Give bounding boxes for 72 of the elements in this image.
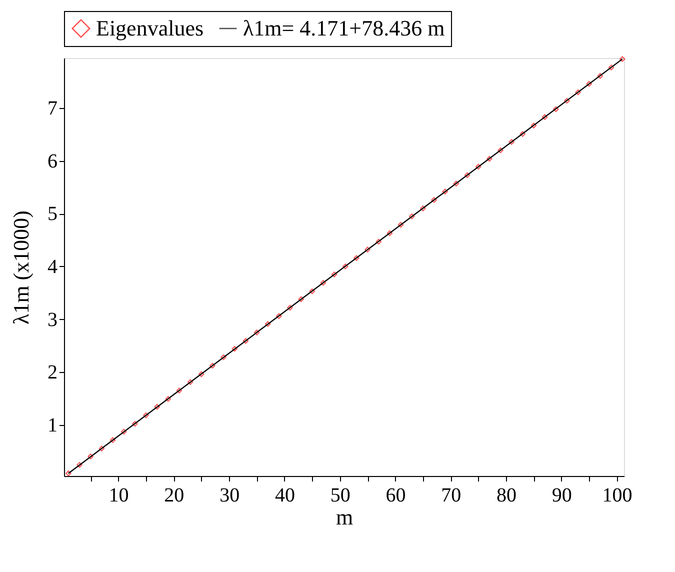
y-tick-label: 4 <box>48 256 58 278</box>
point <box>331 272 338 278</box>
x-tick-label: 100 <box>602 484 632 506</box>
point <box>176 388 182 394</box>
point <box>464 172 470 178</box>
x-axis-title: m <box>336 504 354 530</box>
y-axis-title: λ1m (x1000) <box>8 210 34 324</box>
point <box>210 362 216 369</box>
point <box>120 428 127 435</box>
point <box>409 213 415 220</box>
point <box>486 156 492 162</box>
y-tick-label: 5 <box>48 203 58 226</box>
point <box>88 454 94 460</box>
point <box>276 313 282 319</box>
point <box>498 148 504 154</box>
point <box>586 81 592 87</box>
point <box>232 346 238 352</box>
point <box>542 114 548 120</box>
point <box>597 73 604 79</box>
x-tick-label: 90 <box>552 484 572 506</box>
point <box>298 296 304 302</box>
x-tick-label: 60 <box>386 484 406 506</box>
point <box>254 330 260 336</box>
point <box>198 371 204 377</box>
legend-label: Eigenvalues <box>96 15 204 40</box>
legend-label: λ1m= 4.171+78.436 m <box>243 16 445 40</box>
point <box>132 420 138 427</box>
point <box>98 446 105 452</box>
y-tick-label: 1 <box>48 414 58 436</box>
point <box>608 64 614 70</box>
point <box>530 122 537 128</box>
point <box>287 304 293 310</box>
point <box>619 56 626 62</box>
point <box>420 206 426 212</box>
point <box>431 197 437 203</box>
y-tick-label: 2 <box>48 362 58 384</box>
x-tick-label: 50 <box>330 484 350 506</box>
point <box>242 338 249 344</box>
point <box>442 188 448 194</box>
point <box>508 139 514 145</box>
x-tick-label: 30 <box>220 484 240 506</box>
point <box>564 98 570 104</box>
point <box>453 180 460 186</box>
point <box>354 255 360 261</box>
point <box>398 222 404 228</box>
y-tick-label: 3 <box>48 308 58 331</box>
point <box>475 164 482 170</box>
point <box>143 412 149 418</box>
x-tick-label: 70 <box>441 484 462 506</box>
point <box>320 280 326 286</box>
point <box>386 230 393 236</box>
point <box>364 246 370 252</box>
point <box>553 106 559 112</box>
x-tick-label: 40 <box>274 484 295 506</box>
point <box>187 379 194 385</box>
point <box>264 321 271 327</box>
x-tick-label: 10 <box>108 484 129 506</box>
point <box>66 470 72 476</box>
point <box>165 396 171 402</box>
point <box>376 238 382 245</box>
y-tick-label: 6 <box>48 150 58 172</box>
point <box>309 288 315 294</box>
point <box>575 89 581 96</box>
point <box>220 354 226 360</box>
point <box>520 131 526 137</box>
point <box>154 404 160 410</box>
y-tick-label: 7 <box>48 98 58 120</box>
x-tick-label: 20 <box>164 484 184 506</box>
x-tick-label: 80 <box>496 484 517 506</box>
point <box>342 264 348 270</box>
point <box>76 462 82 468</box>
point <box>110 437 116 443</box>
